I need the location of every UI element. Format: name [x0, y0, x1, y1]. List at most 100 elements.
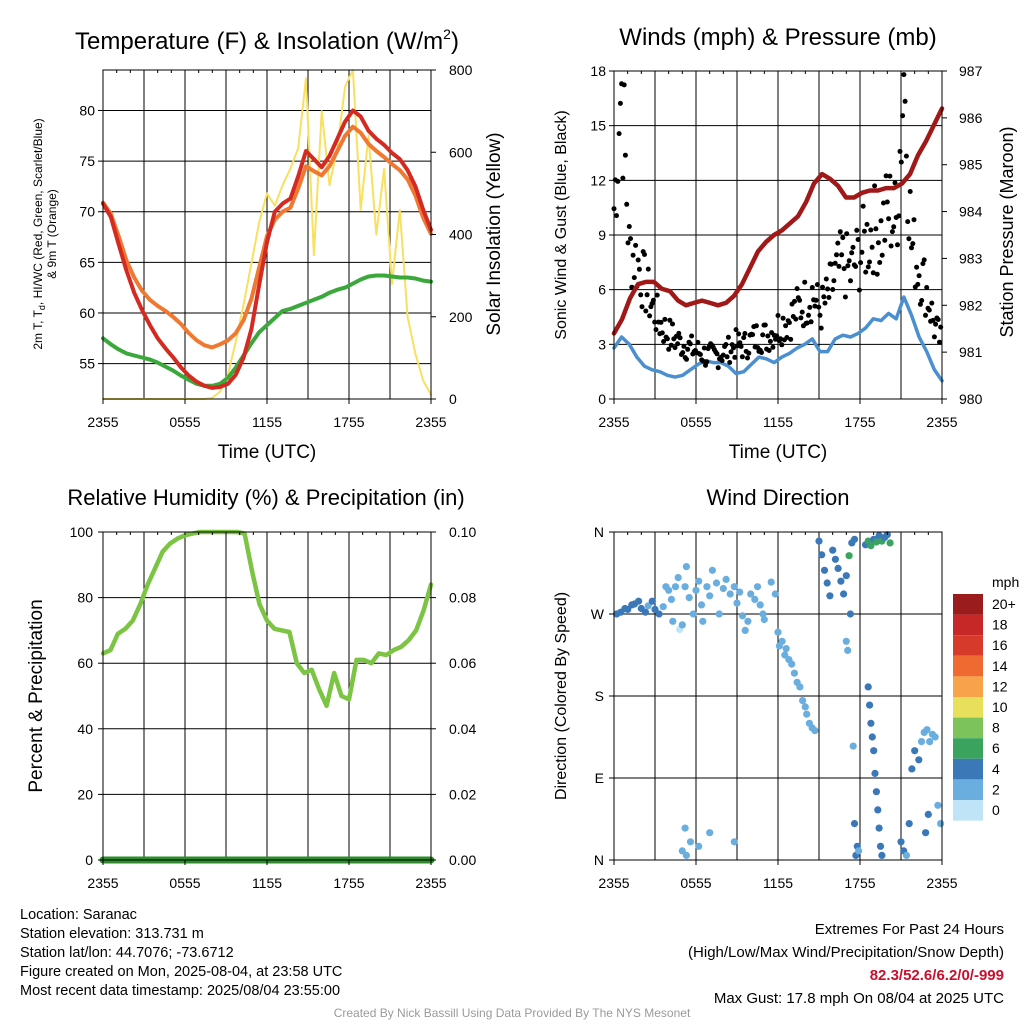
gust-point: [719, 358, 725, 364]
direction-point: [801, 703, 809, 711]
y-tick-label: 65: [79, 254, 95, 270]
gust-point: [745, 355, 750, 361]
gust-point: [896, 213, 902, 219]
gust-point: [677, 335, 683, 341]
direction-point: [659, 603, 667, 611]
gust-point: [626, 224, 632, 229]
direction-point: [665, 586, 673, 594]
gust-point: [783, 323, 789, 329]
legend-swatch: [953, 676, 983, 697]
gust-point: [633, 242, 639, 248]
legend-label: 16: [992, 637, 1008, 653]
y-tick-label: 80: [79, 102, 95, 118]
direction-point: [872, 788, 881, 796]
gust-point: [621, 82, 627, 88]
gust-point: [731, 345, 736, 351]
direction-point: [751, 595, 759, 604]
temperature-ylabel-left-line2: & 9m T (Orange): [45, 189, 59, 279]
gust-point: [907, 189, 913, 194]
direction-point: [923, 726, 931, 734]
direction-point: [926, 738, 934, 746]
extremes-values: 82.3/52.6/6.2/0/-999: [869, 967, 1004, 984]
station-location: Location: Saranac: [20, 907, 137, 923]
y-tick-label: 70: [79, 204, 95, 220]
recent-timestamp: Most recent data timestamp: 2025/08/04 2…: [20, 983, 341, 999]
gust-point: [817, 312, 823, 318]
x-tick-label: 1755: [333, 414, 364, 430]
gust-point: [818, 325, 824, 331]
legend-swatch: [953, 697, 983, 718]
y-right-tick-label: 0.10: [449, 524, 476, 540]
winds-ticks: 2355 0555 1155 1755 2355 0 3 6 9 12 15 18 980 981 982 9…: [590, 63, 982, 430]
series-line: [611, 106, 945, 336]
y-tick-label: 9: [598, 227, 606, 243]
gust-point: [860, 203, 866, 209]
gust-point: [911, 217, 917, 223]
gust-point: [760, 332, 766, 338]
direction-point: [820, 566, 829, 574]
gust-point: [714, 351, 720, 357]
gust-point: [624, 201, 630, 207]
x-tick-label: 0555: [680, 414, 711, 430]
legend-label: 18: [992, 617, 1008, 633]
gust-point: [784, 335, 790, 340]
gust-point: [820, 284, 825, 290]
gust-point: [654, 292, 660, 298]
y-tick-label: 80: [77, 590, 93, 606]
gust-point: [883, 173, 889, 179]
gust-point: [850, 244, 856, 250]
y-tick-label: 55: [79, 356, 95, 372]
direction-point: [922, 829, 930, 837]
gust-point: [855, 237, 861, 242]
winds-series: [611, 72, 945, 383]
direction-point: [644, 602, 652, 610]
gust-point: [667, 317, 673, 323]
gust-point: [914, 264, 920, 270]
direction-point: [706, 829, 714, 837]
direction-point: [730, 838, 738, 846]
gust-point: [639, 304, 645, 310]
gust-point: [841, 266, 847, 272]
gust-point: [647, 313, 653, 319]
y-right-tick-label: 986: [959, 110, 983, 126]
direction-point: [708, 566, 717, 574]
direction-point: [886, 539, 894, 547]
x-tick-label: 1155: [252, 414, 282, 430]
winds-panel: Winds (mph) & Pressure (mb) 2355 0555 1155…: [553, 24, 1017, 463]
gust-point: [872, 183, 878, 189]
x-tick-label: 2355: [598, 875, 629, 891]
gust-point: [767, 338, 773, 344]
gust-point: [687, 341, 693, 347]
y-right-tick-label: 0.06: [449, 655, 476, 671]
direction-point: [681, 583, 689, 591]
legend-swatch: [953, 779, 983, 800]
max-gust: Max Gust: 17.8 mph On 08/04 at 2025 UTC: [713, 990, 1004, 1007]
legend-label: 4: [992, 761, 1000, 777]
gust-point: [863, 269, 869, 275]
direction-point: [924, 810, 932, 819]
gust-point: [930, 317, 936, 323]
y-right-tick-label: 980: [959, 391, 983, 407]
gust-point: [846, 258, 852, 264]
direction-point: [867, 719, 875, 727]
gust-point: [720, 352, 726, 358]
gust-point: [822, 300, 828, 306]
gust-point: [684, 356, 689, 362]
x-tick-label: 1755: [333, 875, 364, 891]
gust-point: [727, 360, 733, 365]
direction-point: [788, 660, 796, 668]
gust-point: [672, 345, 678, 351]
x-tick-label: 2355: [926, 875, 957, 891]
gust-point: [676, 330, 682, 336]
gust-point: [642, 252, 647, 257]
legend-label: 12: [992, 678, 1008, 694]
gust-point: [887, 173, 893, 179]
direction-point: [667, 595, 676, 604]
direction-point: [867, 542, 875, 550]
gust-point: [848, 278, 853, 284]
direction-point: [875, 824, 883, 832]
gust-point: [736, 331, 742, 337]
gust-point: [877, 260, 883, 265]
direction-point: [703, 583, 711, 591]
gust-point: [898, 159, 904, 165]
